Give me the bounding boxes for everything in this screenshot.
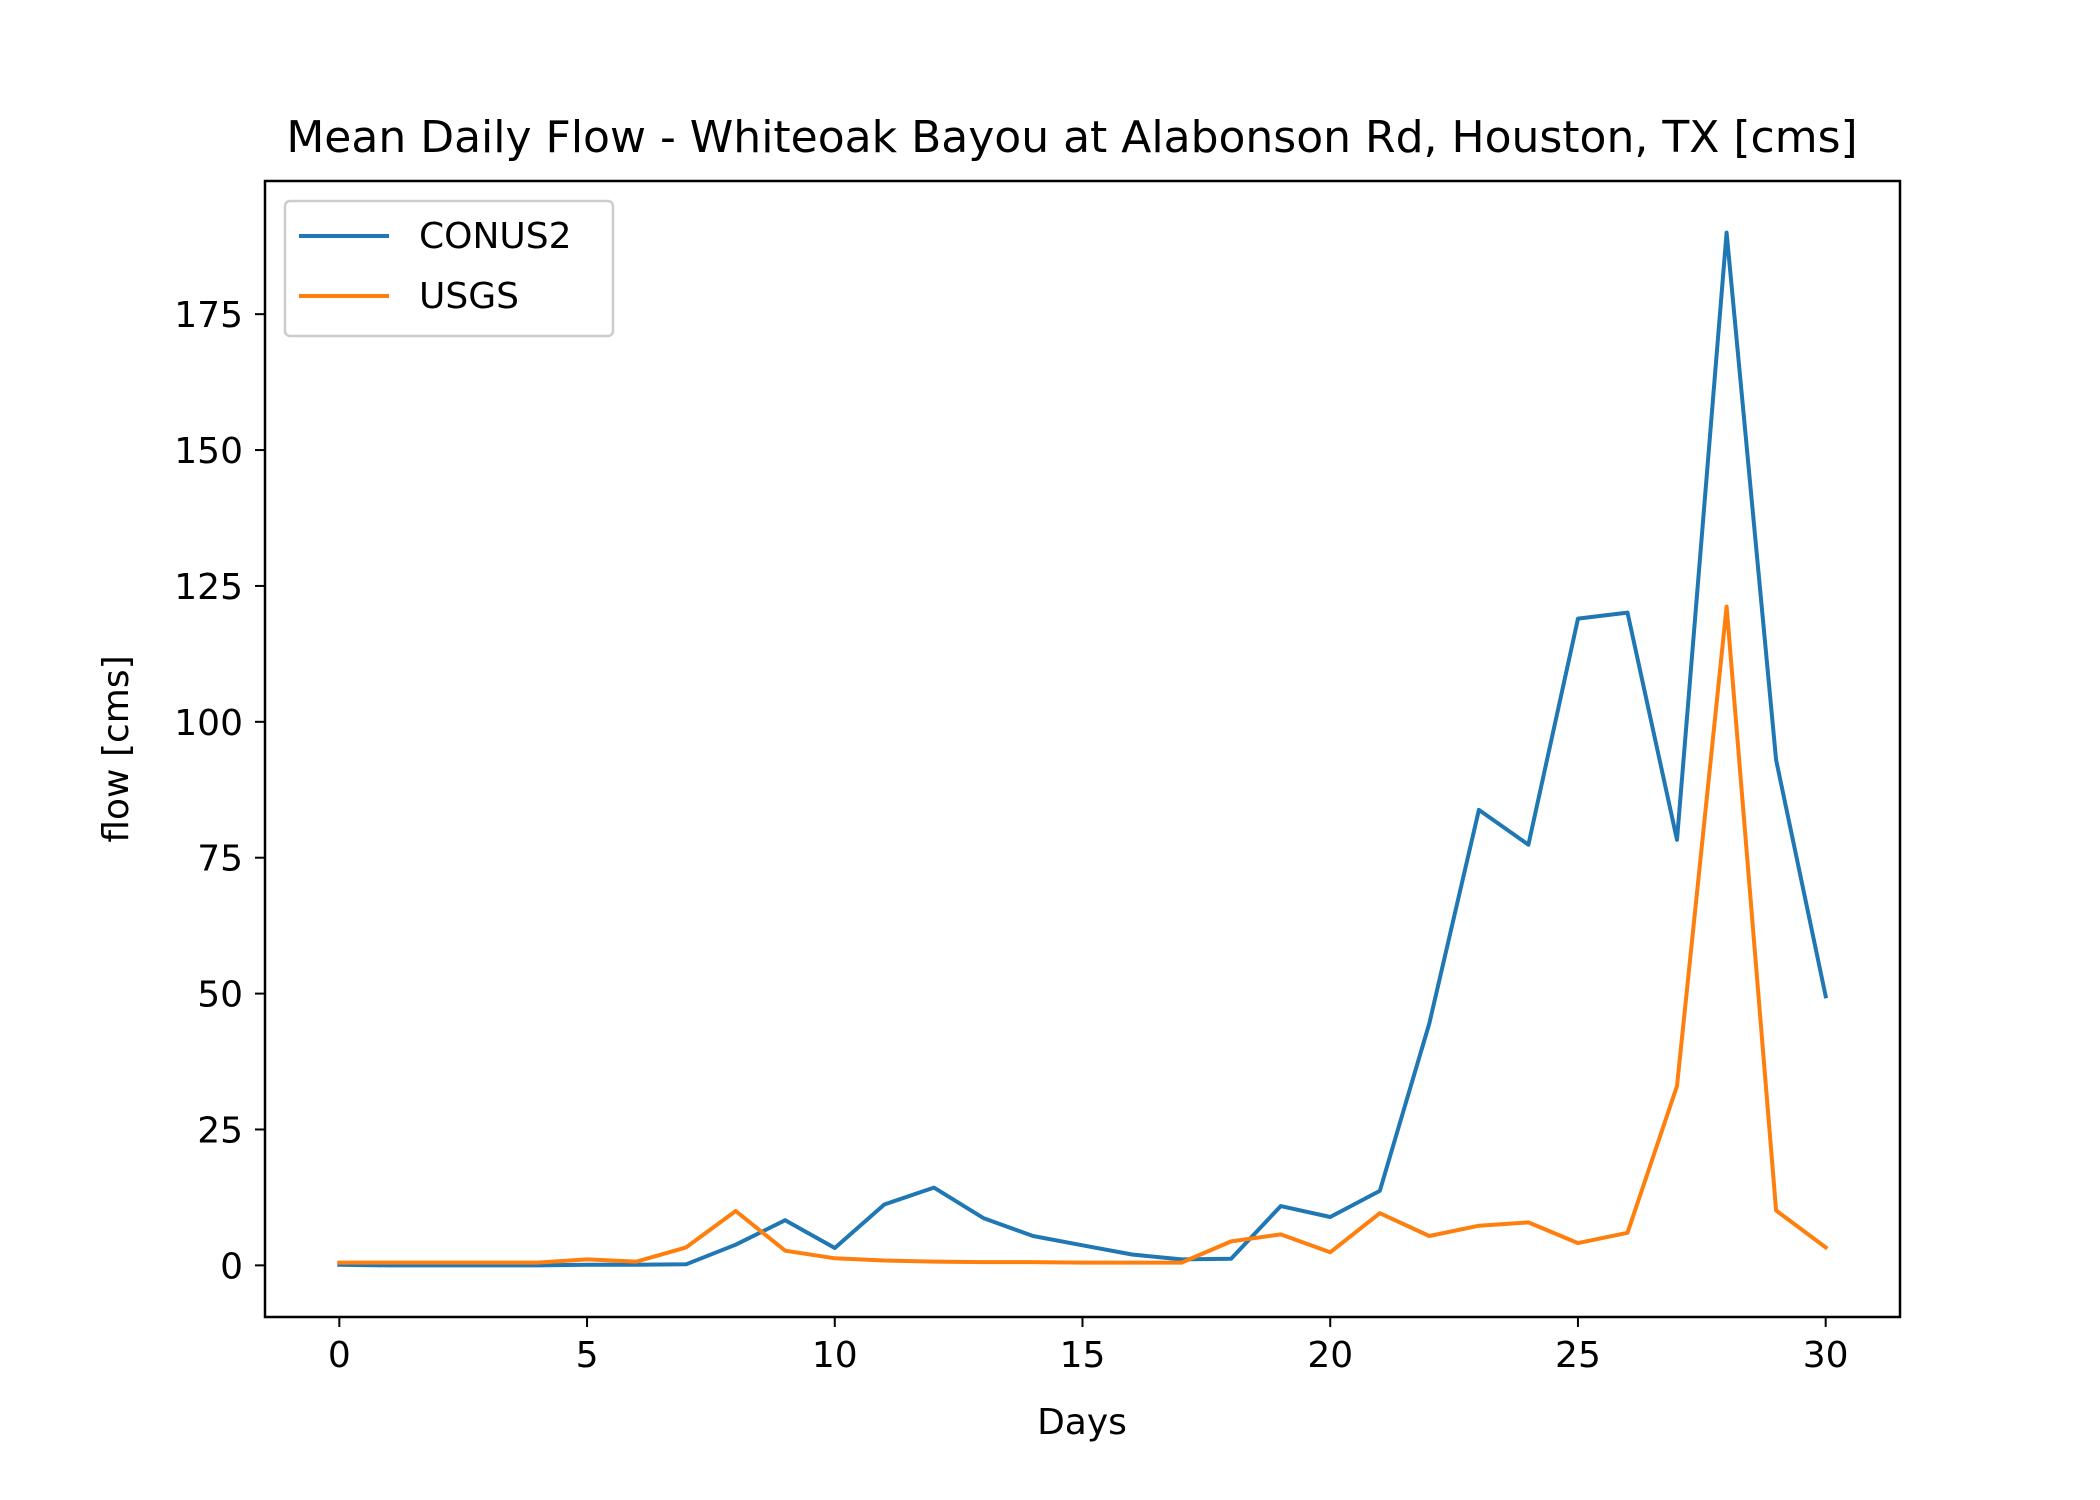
y-tick-label: 100 bbox=[174, 703, 243, 744]
axis-ticks: 0 5 10 15 20 25 30 0 25 50 75 100 125 150 175 bbox=[174, 295, 1848, 1376]
x-tick-label: 25 bbox=[1555, 1335, 1601, 1376]
x-tick-label: 10 bbox=[812, 1335, 858, 1376]
y-tick-label: 50 bbox=[197, 975, 243, 1016]
x-axis-label: Days bbox=[1037, 1402, 1127, 1443]
series-line-conus2 bbox=[337, 230, 1829, 1268]
y-tick-label: 150 bbox=[174, 431, 243, 472]
y-tick-label: 0 bbox=[220, 1246, 243, 1287]
legend-label-usgs: USGS bbox=[419, 276, 519, 317]
x-tick-label: 20 bbox=[1307, 1335, 1353, 1376]
y-tick-label: 25 bbox=[197, 1110, 243, 1151]
y-axis-label: flow [cms] bbox=[96, 655, 137, 842]
legend: CONUS2 USGS bbox=[283, 199, 615, 338]
legend-label-conus2: CONUS2 bbox=[419, 216, 572, 257]
x-tick-label: 0 bbox=[328, 1335, 351, 1376]
series-line-usgs bbox=[337, 604, 1829, 1265]
x-tick-label: 30 bbox=[1803, 1335, 1849, 1376]
chart-title: Mean Daily Flow - Whiteoak Bayou at Alab… bbox=[286, 112, 1857, 163]
plot-area bbox=[337, 230, 1829, 1268]
y-tick-label: 125 bbox=[174, 567, 243, 608]
x-tick-label: 5 bbox=[576, 1335, 599, 1376]
y-tick-label: 175 bbox=[174, 295, 243, 336]
y-tick-label: 75 bbox=[197, 839, 243, 880]
x-tick-label: 15 bbox=[1060, 1335, 1106, 1376]
